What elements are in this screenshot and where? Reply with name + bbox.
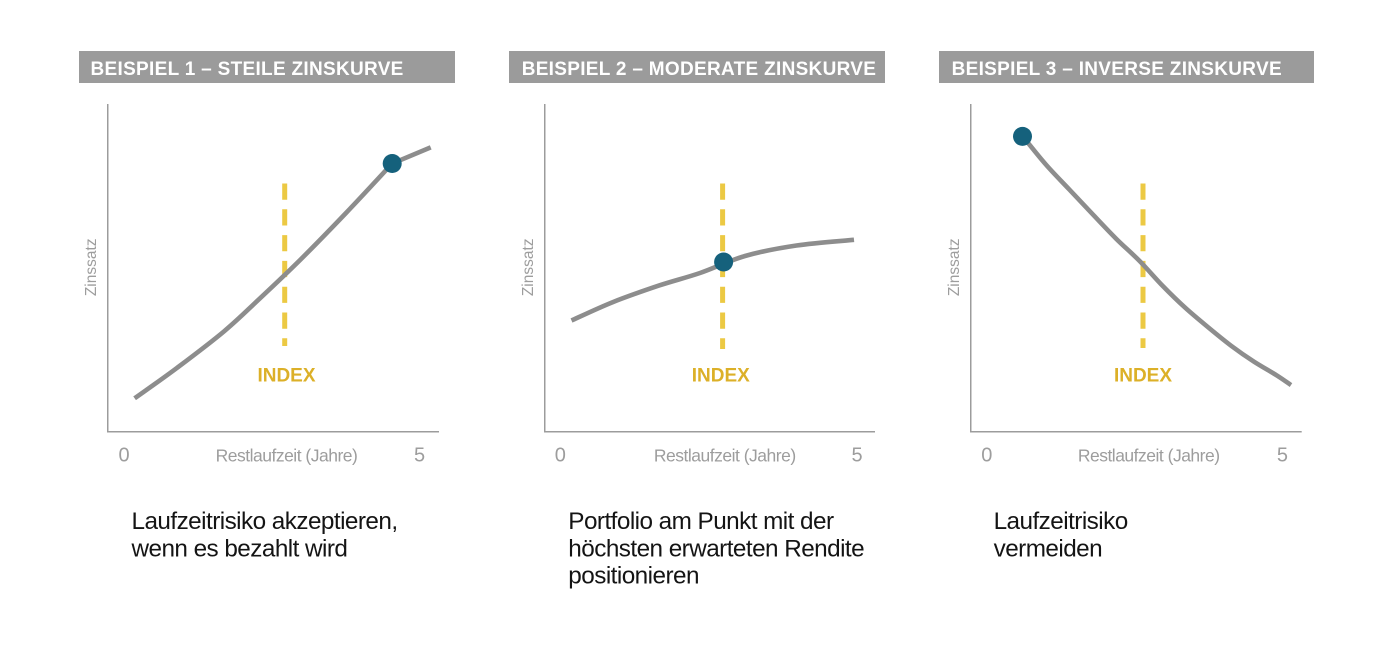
svg-text:INDEX: INDEX bbox=[692, 366, 750, 387]
svg-text:5: 5 bbox=[1277, 445, 1288, 467]
svg-text:5: 5 bbox=[414, 445, 425, 467]
svg-text:vermeiden: vermeiden bbox=[994, 535, 1103, 562]
svg-text:0: 0 bbox=[555, 445, 566, 467]
svg-text:wenn es bezahlt wird: wenn es bezahlt wird bbox=[131, 535, 348, 562]
svg-text:INDEX: INDEX bbox=[257, 366, 315, 387]
svg-text:INDEX: INDEX bbox=[1114, 366, 1172, 387]
svg-text:BEISPIEL 3 – INVERSE ZINSKURVE: BEISPIEL 3 – INVERSE ZINSKURVE bbox=[952, 59, 1282, 80]
svg-text:0: 0 bbox=[118, 445, 129, 467]
svg-text:Zinssatz: Zinssatz bbox=[520, 238, 537, 296]
svg-text:positionieren: positionieren bbox=[568, 563, 699, 590]
svg-text:Restlaufzeit (Jahre): Restlaufzeit (Jahre) bbox=[654, 446, 796, 466]
svg-text:BEISPIEL 2 – MODERATE ZINSKURV: BEISPIEL 2 – MODERATE ZINSKURVE bbox=[522, 59, 877, 80]
svg-text:Portfolio am Punkt mit der: Portfolio am Punkt mit der bbox=[568, 508, 834, 535]
svg-text:Zinssatz: Zinssatz bbox=[83, 238, 100, 296]
svg-text:Zinssatz: Zinssatz bbox=[946, 238, 963, 296]
svg-text:Restlaufzeit (Jahre): Restlaufzeit (Jahre) bbox=[216, 446, 358, 466]
svg-text:Laufzeitrisiko akzeptieren,: Laufzeitrisiko akzeptieren, bbox=[132, 508, 398, 535]
svg-text:Restlaufzeit (Jahre): Restlaufzeit (Jahre) bbox=[1078, 446, 1220, 466]
svg-text:Laufzeitrisiko: Laufzeitrisiko bbox=[994, 508, 1128, 535]
svg-text:höchsten erwarteten Rendite: höchsten erwarteten Rendite bbox=[568, 535, 864, 562]
svg-text:BEISPIEL 1 – STEILE ZINSKURVE: BEISPIEL 1 – STEILE ZINSKURVE bbox=[91, 59, 404, 80]
svg-text:0: 0 bbox=[981, 445, 992, 467]
svg-text:5: 5 bbox=[852, 445, 863, 467]
